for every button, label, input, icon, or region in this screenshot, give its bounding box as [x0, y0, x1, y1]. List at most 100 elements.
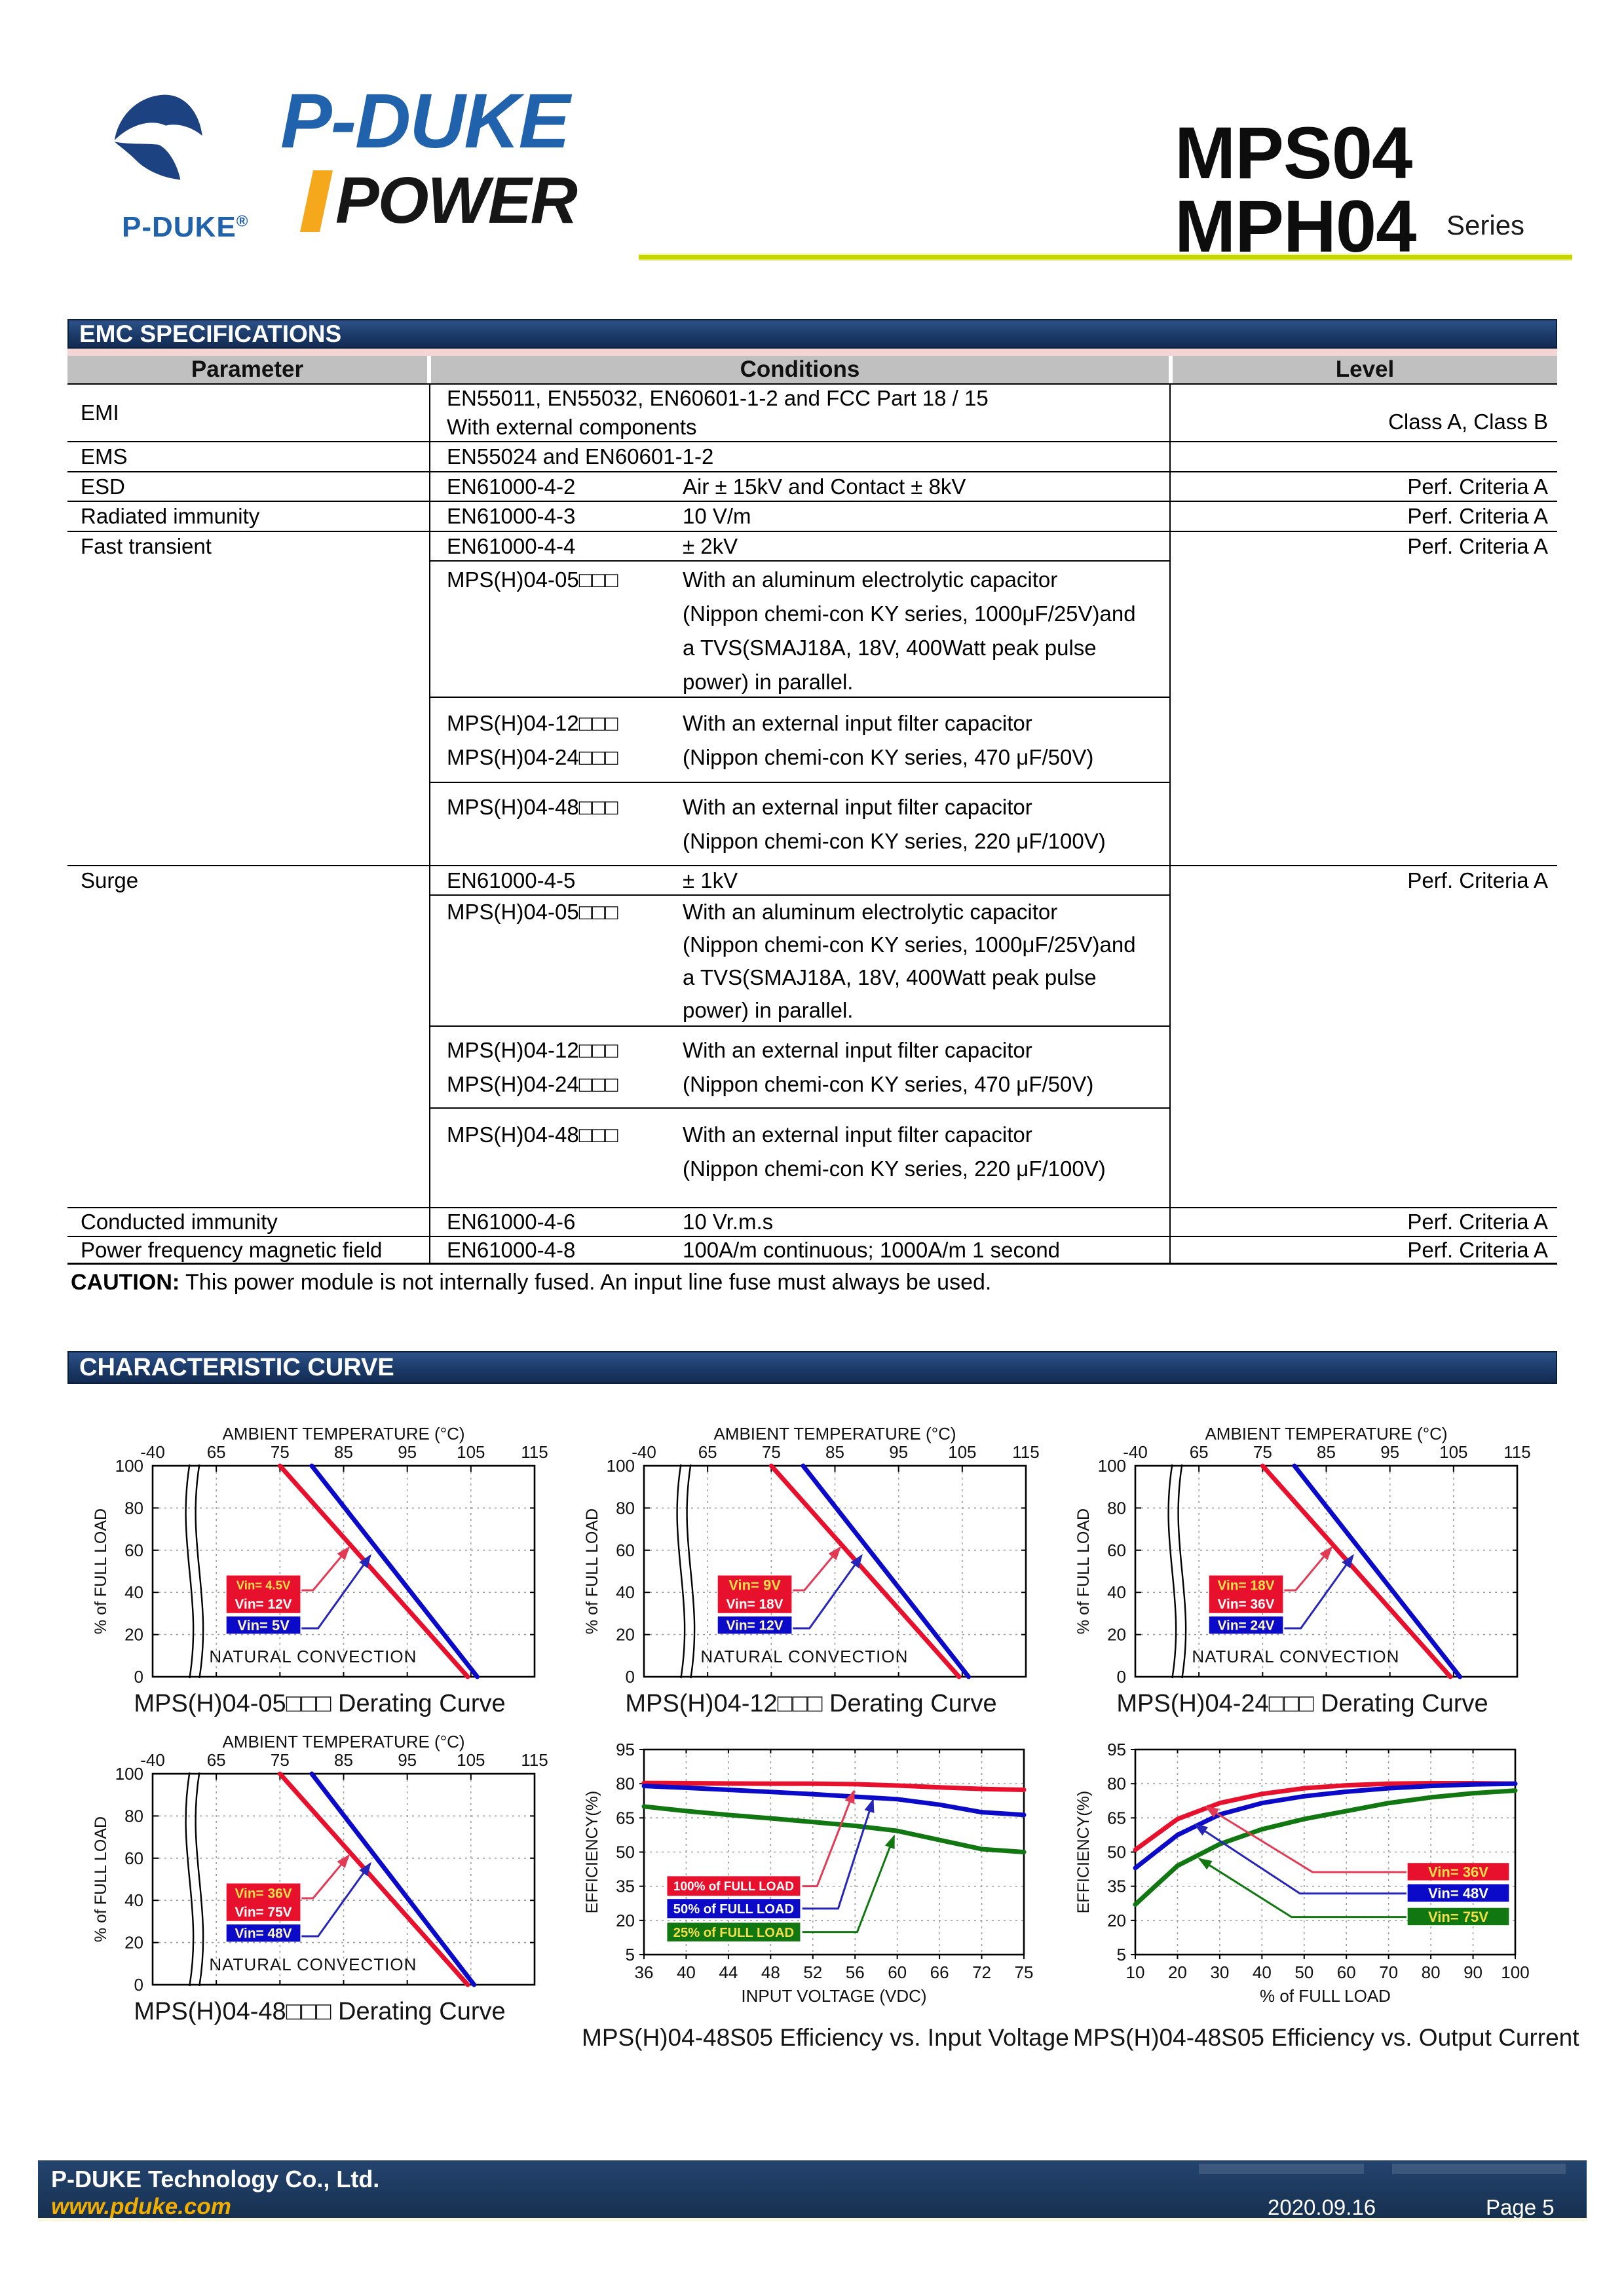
svg-text:20: 20: [1107, 1911, 1126, 1930]
svg-text:115: 115: [1503, 1442, 1530, 1462]
pduke-logo-icon: [114, 94, 202, 180]
model-name: MPS(H)04-05□□□: [447, 567, 618, 592]
brand-power-wordmark: POWER: [300, 168, 578, 233]
model-names: MPS(H)04-48□□□: [430, 1109, 683, 1152]
cond-desc: ± 1kV: [683, 868, 738, 892]
y-axis-label: % of FULL LOAD: [92, 1816, 110, 1942]
caution-note: CAUTION: This power module is not intern…: [71, 1270, 991, 1295]
legend-arrow: [802, 1834, 896, 1934]
cond-line: With an aluminum electrolytic capacitor: [683, 900, 1058, 924]
param-cell: Conducted immunity: [81, 1210, 278, 1234]
cond-desc-lines: With an aluminum electrolytic capacitor …: [683, 896, 1169, 1027]
level-cell: [1171, 1107, 1557, 1207]
cond-line: With an external input filter capacitor: [683, 795, 1032, 819]
caution-label: CAUTION:: [71, 1270, 180, 1295]
model-name: MPS(H)04-48□□□: [447, 1122, 618, 1147]
cond-line: (Nippon chemi-con KY series, 470 μF/50V): [683, 1072, 1094, 1096]
svg-text:60: 60: [1107, 1540, 1126, 1560]
cond-desc-lines: With an external input filter capacitor …: [683, 698, 1169, 775]
x-axis-label: AMBIENT TEMPERATURE (°C): [713, 1425, 956, 1444]
svg-text:65: 65: [616, 1808, 635, 1827]
svg-text:80: 80: [1107, 1498, 1126, 1518]
param-cell: [67, 894, 429, 1025]
svg-text:50: 50: [616, 1843, 635, 1862]
cond-line: (Nippon chemi-con KY series, 220 μF/100V…: [683, 829, 1106, 853]
svg-text:100: 100: [1098, 1456, 1126, 1476]
legend-arrow: [802, 1798, 875, 1910]
param-cell: [67, 1107, 429, 1207]
axis-break-icon: [195, 1772, 204, 1987]
legend-label: Vin= 48V: [235, 1926, 292, 1942]
svg-text:20: 20: [1107, 1625, 1126, 1645]
legend-chip: [1407, 1884, 1509, 1902]
cond-cell: EN61000-4-4 ± 2kV: [429, 532, 1171, 560]
legend-arrow: [1284, 1554, 1354, 1630]
cond-desc: Air ± 15kV and Contact ± 8kV: [683, 474, 966, 499]
tick-marks: [152, 1465, 535, 1677]
column-header-parameter: Parameter: [67, 356, 427, 383]
svg-text:95: 95: [889, 1442, 908, 1462]
y-axis-label: % of FULL LOAD: [1074, 1508, 1093, 1634]
svg-text:40: 40: [1107, 1582, 1126, 1602]
chart-caption: MPS(H)04-12□□□ Derating Curve: [625, 1690, 997, 1717]
series-Vin= 48V: [309, 1771, 477, 1987]
svg-text:20: 20: [616, 1911, 635, 1930]
svg-text:40: 40: [124, 1582, 143, 1602]
level-cell: [1171, 894, 1557, 1025]
cond-desc: ± 2kV: [683, 533, 738, 558]
axis-break-icon: [185, 1464, 195, 1679]
param-cell: [67, 1025, 429, 1107]
legend-arrow: [301, 1546, 350, 1592]
svg-text:65: 65: [698, 1442, 717, 1462]
table-row: Power frequency magnetic field EN61000-4…: [67, 1236, 1557, 1265]
brand-small-label: P-DUKE: [122, 211, 236, 243]
cond-line: EN55024 and EN60601-1-2: [447, 444, 714, 469]
svg-text:20: 20: [616, 1625, 635, 1645]
legend-label: 100% of FULL LOAD: [673, 1880, 794, 1894]
svg-text:40: 40: [677, 1962, 696, 1982]
legend-label: Vin= 36V: [235, 1886, 292, 1901]
param-cell: [67, 697, 429, 782]
param-cell: [67, 782, 429, 865]
svg-text:95: 95: [398, 1750, 417, 1770]
legend-chip: [717, 1616, 792, 1634]
cond-desc-lines: With an external input filter capacitor …: [683, 1027, 1169, 1101]
footer-page-number: Page 5: [1486, 2195, 1555, 2219]
footer-date: 2020.09.16: [1268, 2195, 1376, 2219]
legend-chip: [667, 1923, 801, 1942]
legend-arrow: [301, 1554, 371, 1630]
brand-small-wordmark: P-DUKE®: [122, 211, 248, 244]
legend-chip: [1209, 1575, 1283, 1613]
cond-desc: 100A/m continuous; 1000A/m 1 second: [683, 1237, 1061, 1262]
legend-chip: [717, 1575, 792, 1613]
svg-text:0: 0: [626, 1667, 635, 1687]
chart-derating-12-plot: -40 65 75 85 95 105 115 0 20 40 60 80 100 AMBIENT TEM…: [583, 1425, 1040, 1687]
gridlines: [1135, 1750, 1515, 1955]
tick-marks: [1131, 1749, 1516, 1959]
param-cell: Radiated immunity: [81, 504, 260, 528]
table-row: Fast transient EN61000-4-4 ± 2kV Perf. C…: [67, 531, 1557, 560]
table-row: EMI EN55011, EN55032, EN60601-1-2 and FC…: [67, 383, 1557, 441]
chart-efficiency-iout-plot: 10 20 30 40 50 60 70 80 90 100 5 20 35 50 65 80 95 % of F…: [1074, 1740, 1530, 2006]
standard-code: EN61000-4-2: [447, 474, 576, 499]
svg-text:70: 70: [1379, 1962, 1398, 1982]
legend-label: 50% of FULL LOAD: [673, 1902, 794, 1917]
cond-line: (Nippon chemi-con KY series, 1000μF/25V)…: [683, 602, 1136, 626]
legend-chip: [667, 1876, 801, 1896]
footer-website-link[interactable]: www.pduke.com: [51, 2194, 231, 2219]
tick-marks: [152, 1773, 535, 1985]
cond-cell: MPS(H)04-12□□□ MPS(H)04-24□□□ With an ex…: [429, 1025, 1171, 1107]
series-Vin= 75V: [1133, 1788, 1518, 1907]
y-axis-label: EFFICIENCY(%): [1074, 1791, 1093, 1914]
legend-chip: [1209, 1616, 1283, 1634]
svg-text:75: 75: [762, 1442, 781, 1462]
svg-text:-40: -40: [1123, 1442, 1148, 1462]
level-cell: Perf. Criteria A: [1407, 533, 1548, 558]
level-cell: Class A, Class B: [1388, 410, 1548, 434]
model-name: MPS(H)04-12□□□: [447, 1038, 618, 1062]
table-row: EMS EN55024 and EN60601-1-2: [67, 441, 1557, 471]
series-name-2: MPH04: [1175, 185, 1416, 267]
param-cell: Surge: [81, 868, 139, 892]
level-cell: [1171, 442, 1557, 471]
model-names: MPS(H)04-12□□□ MPS(H)04-24□□□: [430, 1027, 683, 1101]
